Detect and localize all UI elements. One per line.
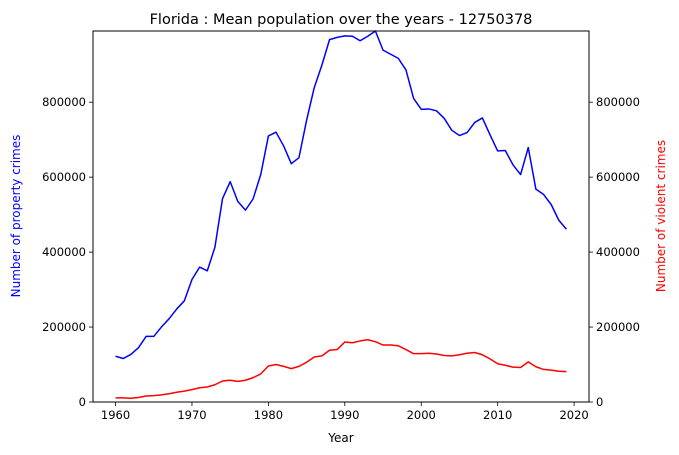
right-y-tick-label: 600000: [596, 170, 640, 184]
left-y-tick-label: 200000: [42, 320, 86, 334]
left-y-tick-label: 400000: [42, 245, 86, 259]
left-y-tick-label: 800000: [42, 95, 86, 109]
left-y-tick-label: 0: [79, 395, 86, 409]
x-tick-label: 1990: [330, 408, 359, 422]
left-y-tick-label: 600000: [42, 170, 86, 184]
left-y-axis-label: Number of property crimes: [9, 135, 23, 298]
plot-frame: [92, 30, 590, 403]
x-tick-label: 2020: [559, 408, 588, 422]
series-line-violent-crimes: [115, 339, 567, 399]
x-tick-label: 1980: [254, 408, 283, 422]
left-y-axis-ticks: 0 200000 400000 600000 800000: [42, 95, 93, 409]
series-line-property-crimes: [115, 30, 568, 360]
right-y-tick-label: 200000: [596, 320, 640, 334]
right-y-axis-ticks: 0 200000 400000 600000 800000: [589, 95, 640, 409]
x-axis-label: Year: [327, 431, 353, 445]
x-tick-label: 1970: [177, 408, 206, 422]
chart-title: Florida : Mean population over the years…: [150, 12, 533, 28]
x-axis-ticks: 1960 1970 1980 1990 2000 2010 2020: [101, 402, 589, 422]
right-y-tick-label: 800000: [596, 95, 640, 109]
right-y-tick-label: 400000: [596, 245, 640, 259]
right-y-axis-label: Number of violent crimes: [654, 140, 668, 292]
plot-lines: [115, 30, 568, 399]
x-tick-label: 2010: [483, 408, 512, 422]
x-tick-label: 1960: [101, 408, 130, 422]
right-y-tick-label: 0: [596, 395, 603, 409]
x-tick-label: 2000: [407, 408, 436, 422]
